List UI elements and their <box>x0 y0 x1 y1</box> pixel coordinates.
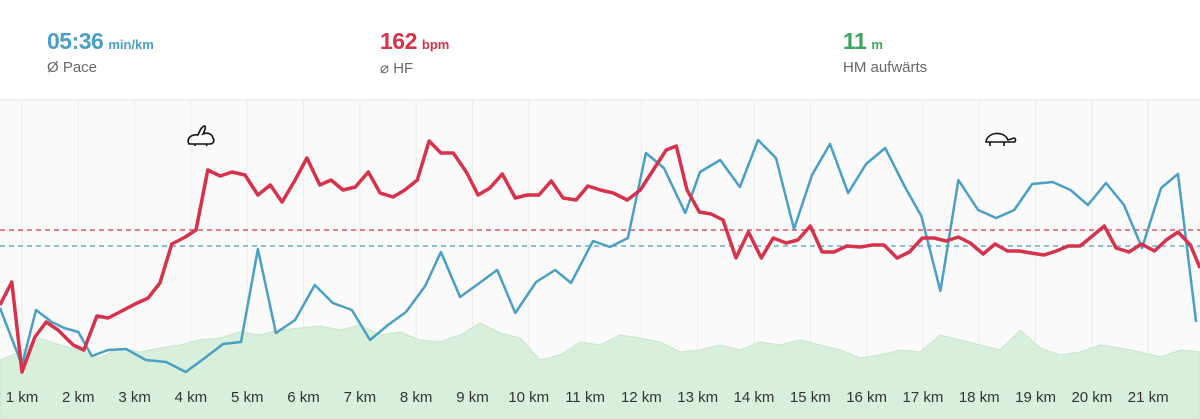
x-tick-label: 15 km <box>790 389 831 406</box>
stat: 05:36 min/km Ø Pace <box>47 28 154 76</box>
stat-label: Ø Pace <box>47 59 98 76</box>
stat-value-line: 162 bpm <box>380 28 449 55</box>
x-tick-label: 13 km <box>677 389 718 406</box>
stat-value: 162 <box>380 28 417 54</box>
x-tick-label: 4 km <box>175 389 208 406</box>
stat: 162 bpm ⌀ HF <box>380 28 449 77</box>
stat-unit: min/km <box>108 37 154 52</box>
rabbit-icon <box>187 125 215 147</box>
x-tick-label: 18 km <box>959 389 1000 406</box>
stat-value-line: 05:36 min/km <box>47 28 154 55</box>
x-tick-label: 8 km <box>400 389 433 406</box>
x-tick-label: 10 km <box>508 389 549 406</box>
x-tick-label: 5 km <box>231 389 264 406</box>
stat-label: ⌀ HF <box>380 60 414 77</box>
x-tick-label: 12 km <box>621 389 662 406</box>
x-tick-label: 17 km <box>903 389 944 406</box>
x-tick-label: 6 km <box>287 389 320 406</box>
stat-value: 11 <box>843 28 867 54</box>
stat-unit: m <box>871 37 883 52</box>
x-tick-label: 14 km <box>734 389 775 406</box>
x-tick-label: 19 km <box>1015 389 1056 406</box>
x-tick-label: 2 km <box>62 389 95 406</box>
stat-unit: bpm <box>421 37 450 52</box>
data-line <box>0 139 1200 374</box>
x-tick-label: 20 km <box>1071 389 1112 406</box>
elevation-area <box>0 322 1200 419</box>
turtle-icon <box>985 132 1017 146</box>
x-tick-label: 7 km <box>344 389 377 406</box>
x-tick-label: 16 km <box>846 389 887 406</box>
stat-value-line: 11 m <box>843 28 927 55</box>
x-tick-label: 11 km <box>565 389 605 406</box>
x-tick-label: 3 km <box>118 389 151 406</box>
stat-value: 05:36 <box>47 28 104 54</box>
x-tick-label: 21 km <box>1128 389 1169 406</box>
x-tick-label: 1 km <box>6 389 39 406</box>
data-line <box>0 138 1198 374</box>
stat: 11 m HM aufwärts <box>843 28 927 76</box>
x-tick-label: 9 km <box>456 389 489 406</box>
stat-label: HM aufwärts <box>843 59 928 76</box>
